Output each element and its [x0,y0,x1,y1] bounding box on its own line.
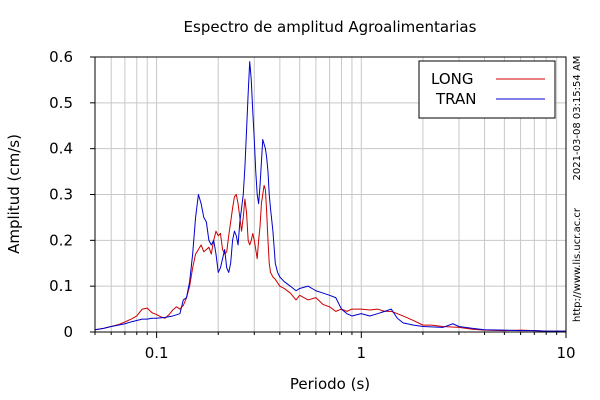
plot-series [94,61,566,332]
series-line-tran [94,61,566,332]
legend-label-tran: TRAN [435,90,476,108]
x-tick-label: 0.1 [145,344,169,362]
legend: LONG TRAN [418,60,556,119]
grid-lines [94,56,567,333]
x-tick-label: 10 [556,344,575,362]
y-tick-label: 0.1 [49,277,73,295]
x-axis-label: Periodo (s) [290,375,370,393]
legend-box [418,60,556,119]
y-tick-label: 0.5 [49,94,73,112]
timestamp-label: 2021-03-08 03:15:54 AM [572,56,583,181]
y-tick-label: 0.4 [49,140,73,158]
legend-label-long: LONG [431,70,473,88]
y-tick-label: 0.3 [49,186,73,204]
x-tick-label: 1 [357,344,367,362]
website-label: http://www.lis.ucr.ac.cr [572,207,583,322]
y-tick-label: 0 [63,323,73,341]
axis-ticks: 0 0.1 0.2 0.3 0.4 0.5 0.6 0.1 1 10 [49,48,575,362]
series-line-long [94,184,566,332]
y-axis-label: Amplitud (cm/s) [5,134,23,254]
plot-frame [94,56,567,333]
chart-title: Espectro de amplitud Agroalimentarias [184,18,477,36]
y-tick-label: 0.6 [49,48,73,66]
y-tick-label: 0.2 [49,231,73,249]
